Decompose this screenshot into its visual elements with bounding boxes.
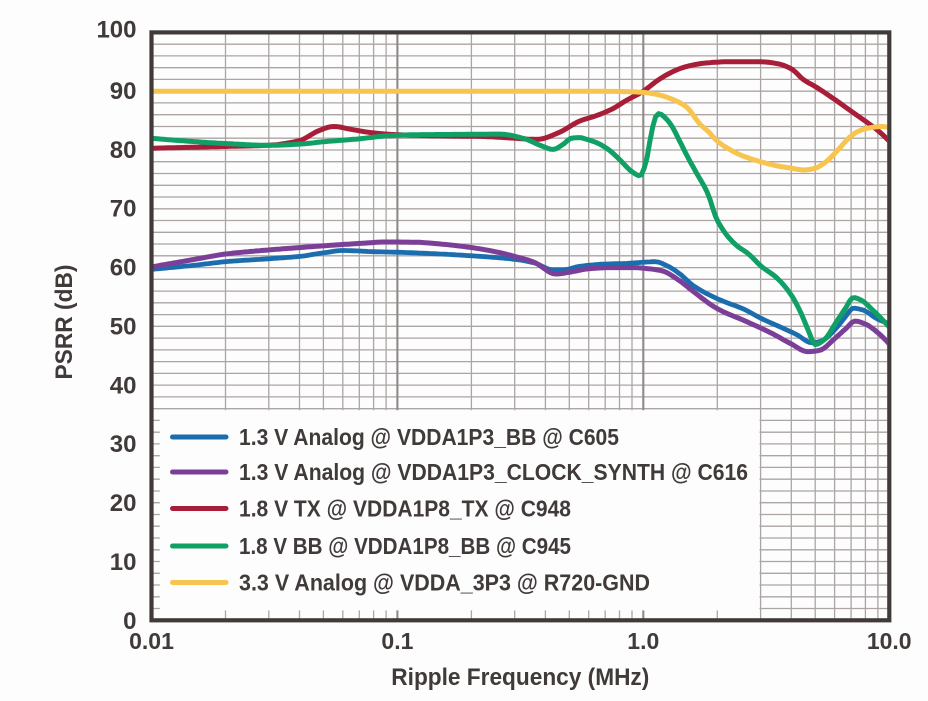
svg-text:1.8 V TX @ VDDA1P8_TX @ C948: 1.8 V TX @ VDDA1P8_TX @ C948 bbox=[239, 496, 571, 522]
svg-text:0.1: 0.1 bbox=[381, 628, 413, 654]
svg-text:90: 90 bbox=[110, 78, 137, 105]
svg-text:Ripple Frequency (MHz): Ripple Frequency (MHz) bbox=[391, 664, 649, 691]
svg-text:1.3 V Analog @ VDDA1P3_BB @ C6: 1.3 V Analog @ VDDA1P3_BB @ C605 bbox=[239, 424, 619, 450]
svg-text:10: 10 bbox=[110, 549, 137, 576]
svg-text:40: 40 bbox=[110, 372, 137, 399]
svg-text:1.0: 1.0 bbox=[627, 628, 659, 654]
svg-text:PSRR (dB): PSRR (dB) bbox=[51, 265, 78, 380]
svg-text:70: 70 bbox=[110, 196, 137, 223]
svg-text:60: 60 bbox=[110, 255, 137, 282]
svg-text:1.8 V BB @ VDDA1P8_BB @ C945: 1.8 V BB @ VDDA1P8_BB @ C945 bbox=[239, 533, 571, 559]
svg-text:3.3 V Analog @ VDDA_3P3 @ R720: 3.3 V Analog @ VDDA_3P3 @ R720-GND bbox=[239, 570, 650, 596]
svg-text:20: 20 bbox=[110, 490, 137, 517]
svg-text:0.01: 0.01 bbox=[129, 628, 174, 654]
svg-text:0: 0 bbox=[123, 608, 136, 635]
svg-text:80: 80 bbox=[110, 137, 137, 164]
svg-text:10.0: 10.0 bbox=[867, 628, 912, 654]
svg-text:1.3 V Analog @ VDDA1P3_CLOCK_S: 1.3 V Analog @ VDDA1P3_CLOCK_SYNTH @ C61… bbox=[239, 459, 748, 485]
svg-text:30: 30 bbox=[110, 431, 137, 458]
svg-text:50: 50 bbox=[110, 313, 137, 340]
svg-text:100: 100 bbox=[96, 17, 136, 44]
